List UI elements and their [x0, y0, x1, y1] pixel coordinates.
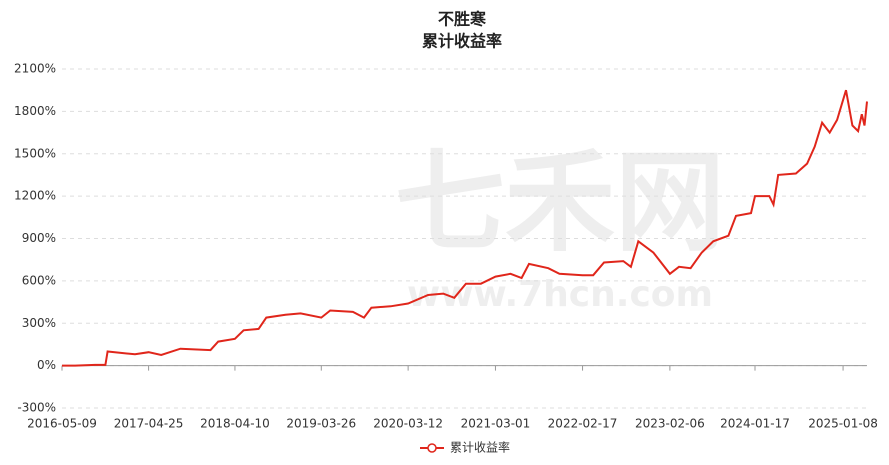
y-tick-label: 1800%: [14, 104, 56, 118]
y-tick-label: 2100%: [14, 62, 56, 76]
x-tick-label: 2020-03-12: [373, 417, 443, 431]
legend-label: 累计收益率: [450, 440, 510, 455]
x-tick-label: 2023-02-06: [635, 417, 705, 431]
y-tick-label: 600%: [22, 273, 56, 287]
watermark-url: www.7hcn.com: [407, 274, 713, 315]
y-tick-label: 300%: [22, 316, 56, 330]
x-tick-label: 2019-03-26: [286, 417, 356, 431]
y-tick-label: 1200%: [14, 189, 56, 203]
watermark: 七禾网: [395, 138, 725, 266]
y-tick-label: 1500%: [14, 146, 56, 160]
x-tick-label: 2024-01-17: [720, 417, 790, 431]
line-series: [62, 89, 868, 367]
x-tick-label: 2021-03-01: [461, 417, 531, 431]
chart-title: 不胜寒: [438, 10, 487, 29]
y-tick-label: 0%: [37, 358, 56, 372]
x-tick-label: 2022-02-17: [548, 417, 618, 431]
y-tick-label: -300%: [17, 401, 56, 415]
x-tick-label: 2016-05-09: [27, 417, 97, 431]
x-tick-label: 2018-04-10: [200, 417, 270, 431]
y-tick-label: 900%: [22, 231, 56, 245]
chart-subtitle: 累计收益率: [422, 32, 502, 51]
legend-marker: [427, 443, 437, 453]
x-tick-label: 2025-01-08: [808, 417, 878, 431]
x-tick-label: 2017-04-25: [114, 417, 184, 431]
